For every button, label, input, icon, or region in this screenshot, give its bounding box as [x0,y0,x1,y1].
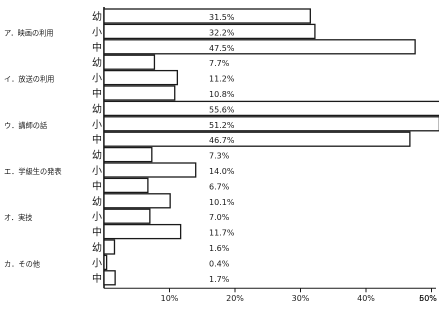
bar [103,54,156,70]
group-label: オ．実技 [4,213,32,222]
bar-level-label: 小 [92,257,102,269]
bar-level-label: 小 [92,26,102,38]
x-tick-label: 60% [419,294,437,303]
bar-value-label: 11.7% [209,229,235,238]
bar-level-label: 中 [92,87,102,100]
group-label: イ．放送の利用 [4,75,54,84]
bar [103,146,153,163]
bar-level-label: 中 [92,133,102,146]
bar-value-label: 55.6% [209,105,235,114]
bar-value-label: 14.0% [209,167,235,176]
group-label: エ．学級生の発表 [4,167,62,176]
bar-level-label: 幼 [92,241,102,254]
bar-value-label: 7.0% [209,213,230,222]
bar [103,39,416,55]
bar [103,116,439,132]
bar-level-label: 中 [92,179,102,192]
bar-level-label: 中 [92,226,102,239]
group-label: ア．映画の利用 [4,28,54,37]
bar-level-label: 幼 [92,10,102,23]
bar [103,177,149,194]
bar [103,131,411,147]
bar-value-label: 51.2% [209,121,235,130]
bar-value-label: 10.8% [209,90,235,99]
x-tick-label: 40% [357,294,375,303]
bar-value-label: 32.2% [209,28,235,37]
x-tick-label: 10% [161,294,179,303]
bar [103,239,116,255]
bar [103,8,311,24]
x-tick-label: 20% [226,294,244,303]
x-tick-label: 30% [292,294,310,303]
bar [103,162,197,178]
bar [103,23,316,40]
bar-value-label: 46.7% [209,136,235,145]
bar [103,85,176,101]
bar-value-label: 7.3% [209,152,230,161]
bar-value-label: 7.7% [209,59,230,68]
group-label: ウ．講師の話 [4,121,47,130]
bar-level-label: 小 [92,211,102,223]
bar-level-label: 小 [92,73,102,85]
bar [103,254,108,271]
bar-level-label: 幼 [92,195,102,208]
bar [103,193,171,209]
bar [103,223,182,240]
bar-level-label: 幼 [92,149,102,162]
x-tick-label: 50% [419,294,437,303]
bar-value-label: 1.6% [209,244,230,253]
bar [103,100,439,117]
bar-value-label: 11.2% [209,75,235,84]
bar [103,69,179,86]
bar [103,270,116,286]
bar-level-label: 中 [92,272,102,285]
group-label: カ．その他 [4,259,40,268]
bar [103,208,151,224]
bar-level-label: 中 [92,41,102,54]
bar-level-label: 小 [92,165,102,177]
bar-value-label: 47.5% [209,44,235,53]
bar-value-label: 6.7% [209,182,230,191]
bar-value-label: 0.4% [209,259,230,268]
bar-value-label: 31.5% [209,13,235,22]
bar-level-label: 幼 [92,56,102,69]
bar-level-label: 小 [92,119,102,131]
bar-level-label: 幼 [92,102,102,115]
bar-value-label: 1.7% [209,275,230,284]
bar-value-label: 10.1% [209,198,235,207]
